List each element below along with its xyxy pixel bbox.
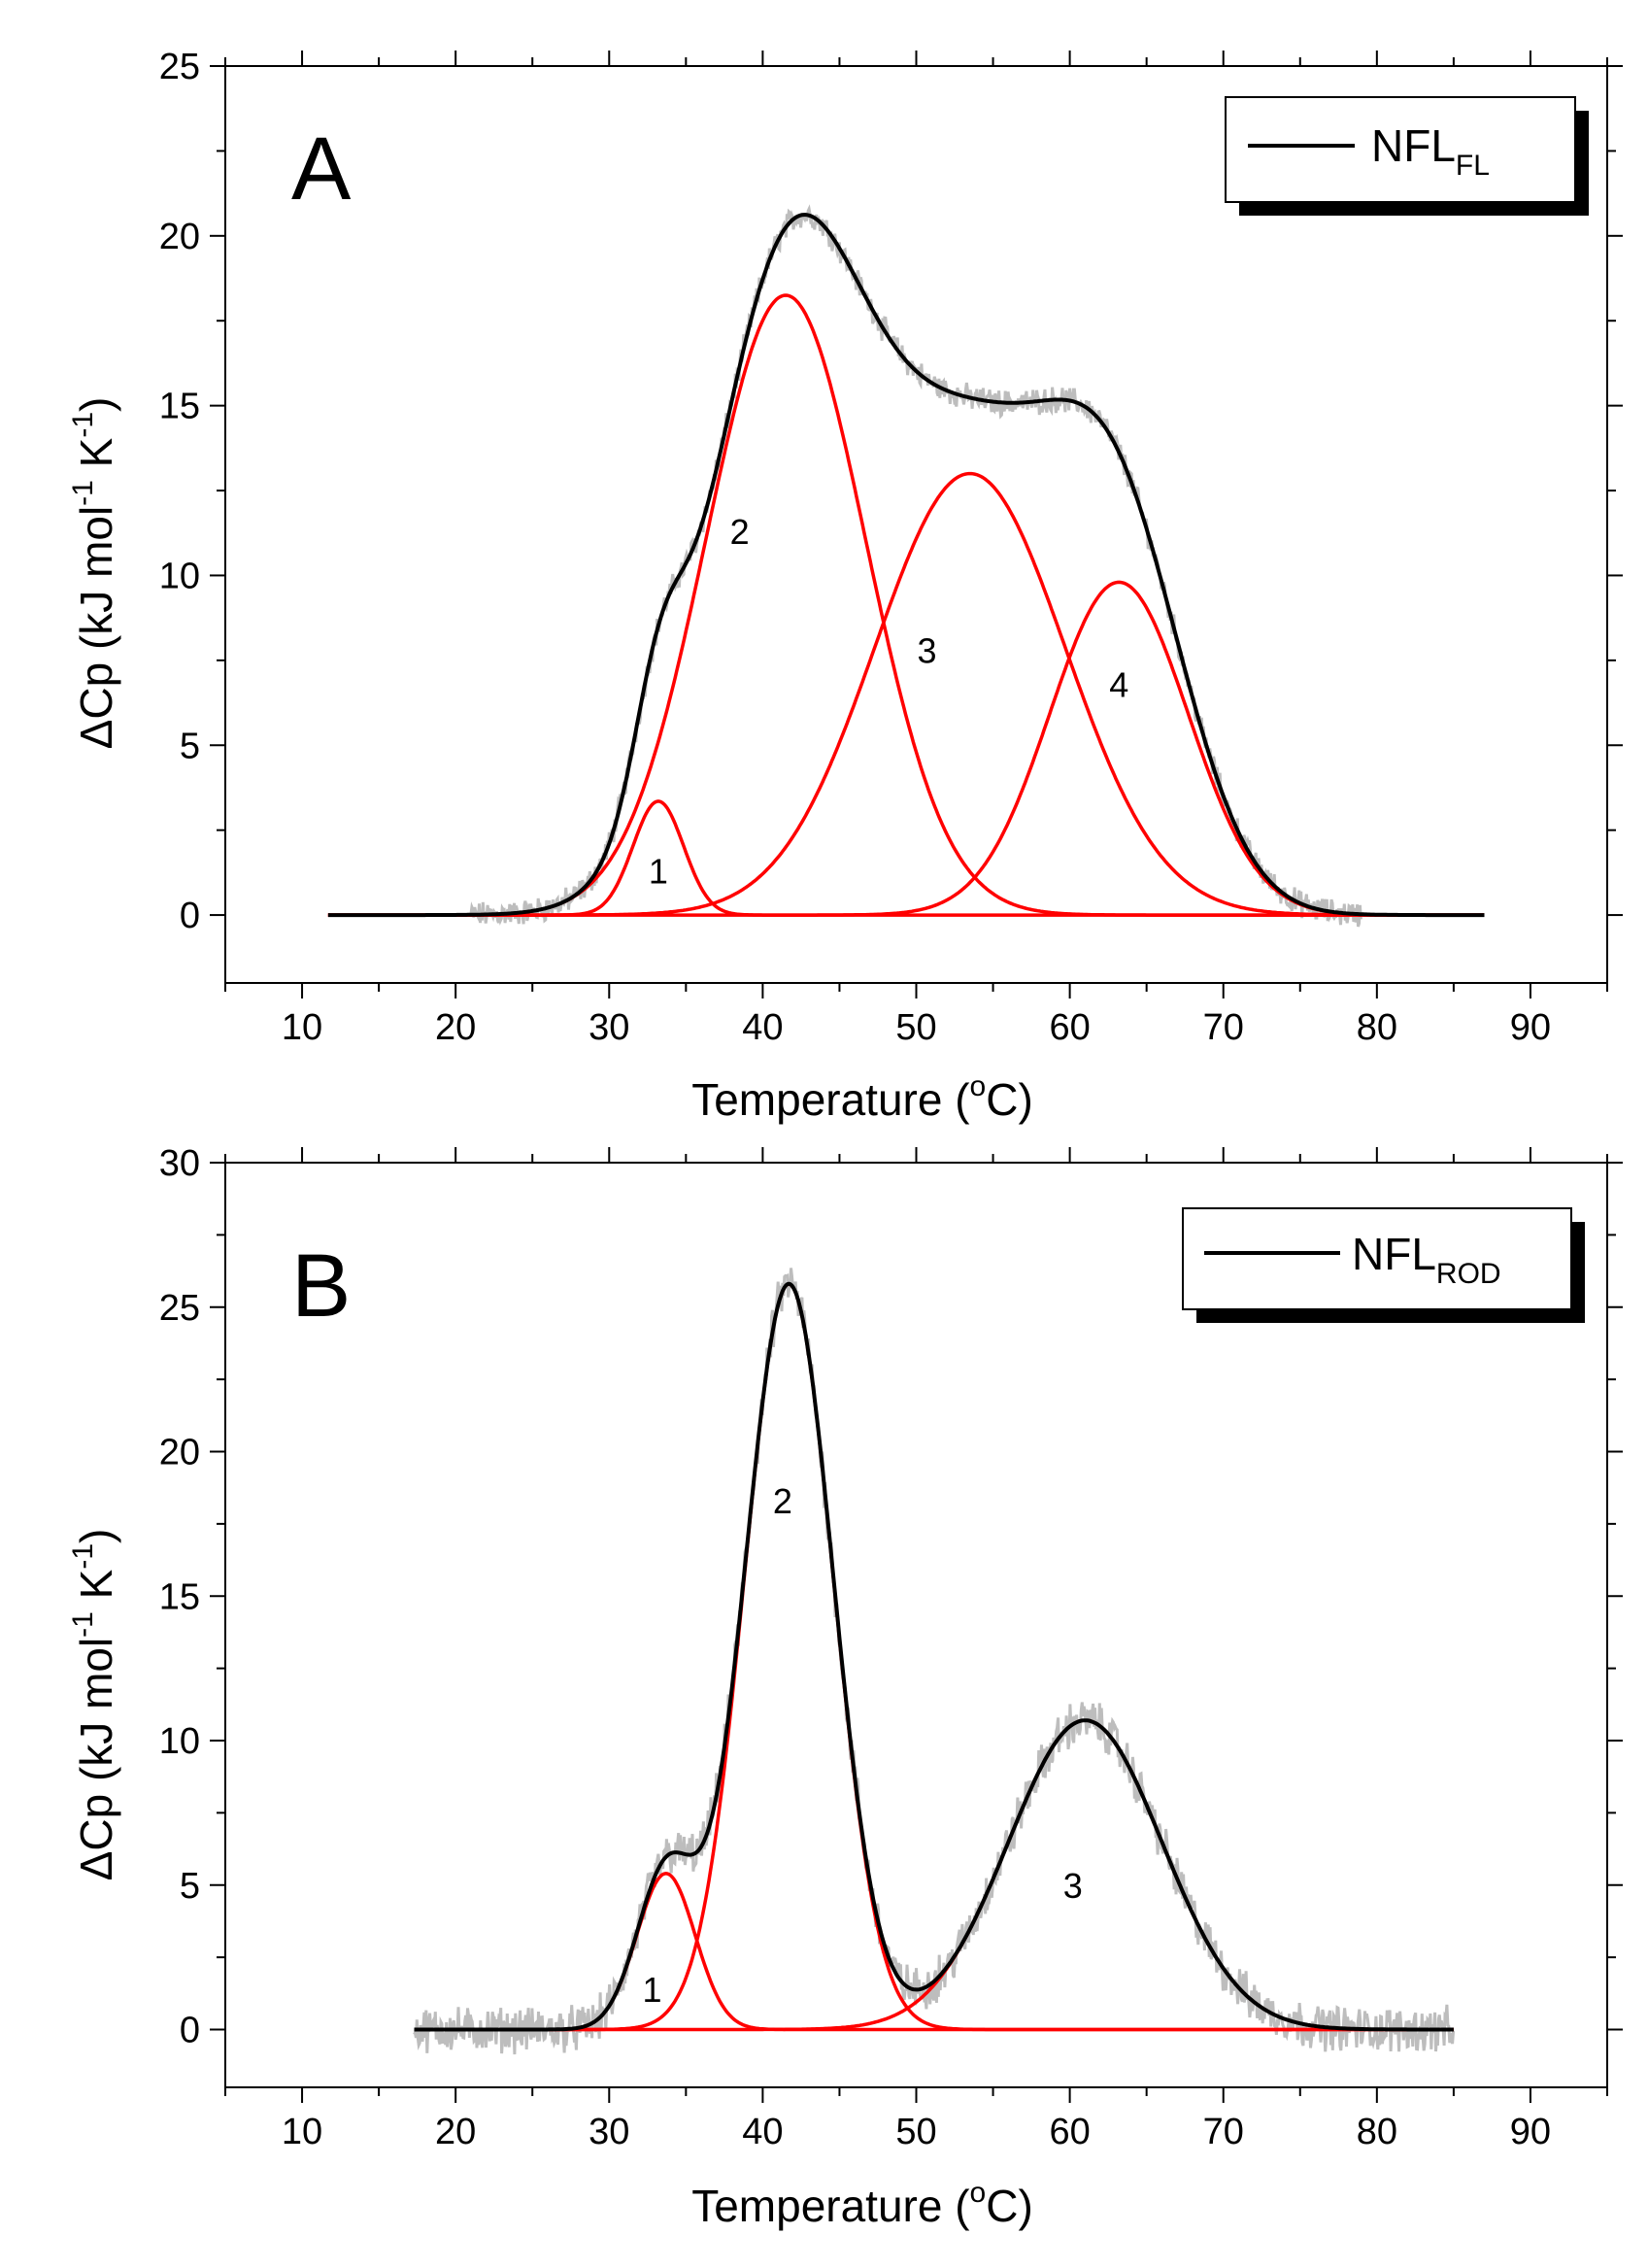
component-peak-1 xyxy=(414,1872,1454,2032)
peak-label-2: 2 xyxy=(773,1481,792,1521)
x-tick-label: 50 xyxy=(895,1007,936,1048)
tick-labels-group: 10 20 30 40 50 60 70 80 90 0 5 10 15 20 25 xyxy=(159,47,1551,1048)
component-peaks-group xyxy=(414,1282,1454,2032)
x-tick-label: 20 xyxy=(435,1007,476,1048)
peak-label-1: 1 xyxy=(649,852,668,892)
component-peaks-group xyxy=(327,293,1485,917)
panel-a: 10 20 30 40 50 60 70 80 90 0 5 10 15 20 25 1 2 3 4 A NFLF… xyxy=(67,47,1623,1125)
legend-label: NFLROD xyxy=(1352,1229,1501,1290)
y-tick-label: 0 xyxy=(180,896,200,936)
y-tick-label: 30 xyxy=(159,1143,200,1184)
x-tick-label: 30 xyxy=(589,1007,629,1048)
y-tick-label: 0 xyxy=(180,2011,200,2051)
legend-box xyxy=(1182,1207,1572,1310)
panel-letter: A xyxy=(291,119,352,219)
y-tick-label: 25 xyxy=(159,47,200,87)
y-tick-label: 10 xyxy=(159,1721,200,1762)
x-axis-title: Temperature (oC) xyxy=(691,1070,1033,1125)
x-tick-label: 10 xyxy=(282,2112,322,2152)
peak-label-4: 4 xyxy=(1109,664,1128,704)
panel-letter: B xyxy=(291,1236,351,1336)
component-peak-3 xyxy=(327,471,1485,917)
y-tick-label: 20 xyxy=(159,217,200,257)
y-tick-label: 5 xyxy=(180,1866,200,1907)
y-tick-label: 25 xyxy=(159,1288,200,1329)
x-tick-label: 40 xyxy=(742,2112,783,2152)
component-peak-2 xyxy=(414,1282,1454,2032)
legend: NFLFL xyxy=(1225,96,1589,216)
y-axis-title: ΔCp (kJ mol-1 K-1) xyxy=(67,397,121,750)
fit-sum-line xyxy=(327,213,1485,918)
x-tick-label: 30 xyxy=(589,2112,629,2152)
x-tick-label: 90 xyxy=(1510,1007,1551,1048)
peak-label-1: 1 xyxy=(643,1970,662,2010)
x-tick-label: 90 xyxy=(1510,2112,1551,2152)
peak-labels-group: 1 2 3 xyxy=(643,1481,1083,2010)
raw-data-trace-group xyxy=(413,1268,1456,2055)
x-tick-label: 60 xyxy=(1049,2112,1090,2152)
fit-sum-group xyxy=(327,213,1485,918)
legend: NFLROD xyxy=(1182,1207,1585,1323)
component-peak-1 xyxy=(327,799,1485,917)
x-tick-label: 60 xyxy=(1049,1007,1090,1048)
peak-label-3: 3 xyxy=(1063,1866,1083,1906)
y-tick-label: 15 xyxy=(159,1576,200,1617)
raw-data-trace xyxy=(413,1268,1456,2055)
x-tick-label: 10 xyxy=(282,1007,322,1048)
y-tick-label: 5 xyxy=(180,726,200,766)
axis-ticks-group xyxy=(210,51,1623,999)
x-axis-title: Temperature (oC) xyxy=(691,2177,1033,2231)
x-tick-label: 70 xyxy=(1203,2112,1244,2152)
tick-labels-group: 10 20 30 40 50 60 70 80 90 0 5 10 15 20 25 30 xyxy=(159,1143,1551,2152)
x-tick-label: 80 xyxy=(1357,2112,1397,2152)
legend-label: NFLFL xyxy=(1371,120,1490,182)
legend-box xyxy=(1225,96,1576,203)
y-axis-title: ΔCp (kJ mol-1 K-1) xyxy=(67,1529,121,1881)
x-tick-label: 20 xyxy=(435,2112,476,2152)
axis-ticks-group xyxy=(210,1147,1623,2103)
peak-label-2: 2 xyxy=(730,512,750,552)
x-tick-label: 70 xyxy=(1203,1007,1244,1048)
peak-labels-group: 1 2 3 4 xyxy=(649,512,1128,892)
y-tick-label: 20 xyxy=(159,1433,200,1473)
peak-label-3: 3 xyxy=(918,630,937,670)
panel-b: 10 20 30 40 50 60 70 80 90 0 5 10 15 20 25 30 1 2 3 B NFL… xyxy=(67,1143,1623,2231)
component-peak-2 xyxy=(327,293,1485,917)
fit-sum-line xyxy=(414,1281,1454,2032)
y-tick-label: 15 xyxy=(159,387,200,427)
y-tick-label: 10 xyxy=(159,556,200,596)
x-tick-label: 40 xyxy=(742,1007,783,1048)
x-tick-label: 50 xyxy=(895,2112,936,2152)
x-tick-label: 80 xyxy=(1357,1007,1397,1048)
component-peak-4 xyxy=(327,580,1485,917)
fit-sum-group xyxy=(414,1281,1454,2032)
